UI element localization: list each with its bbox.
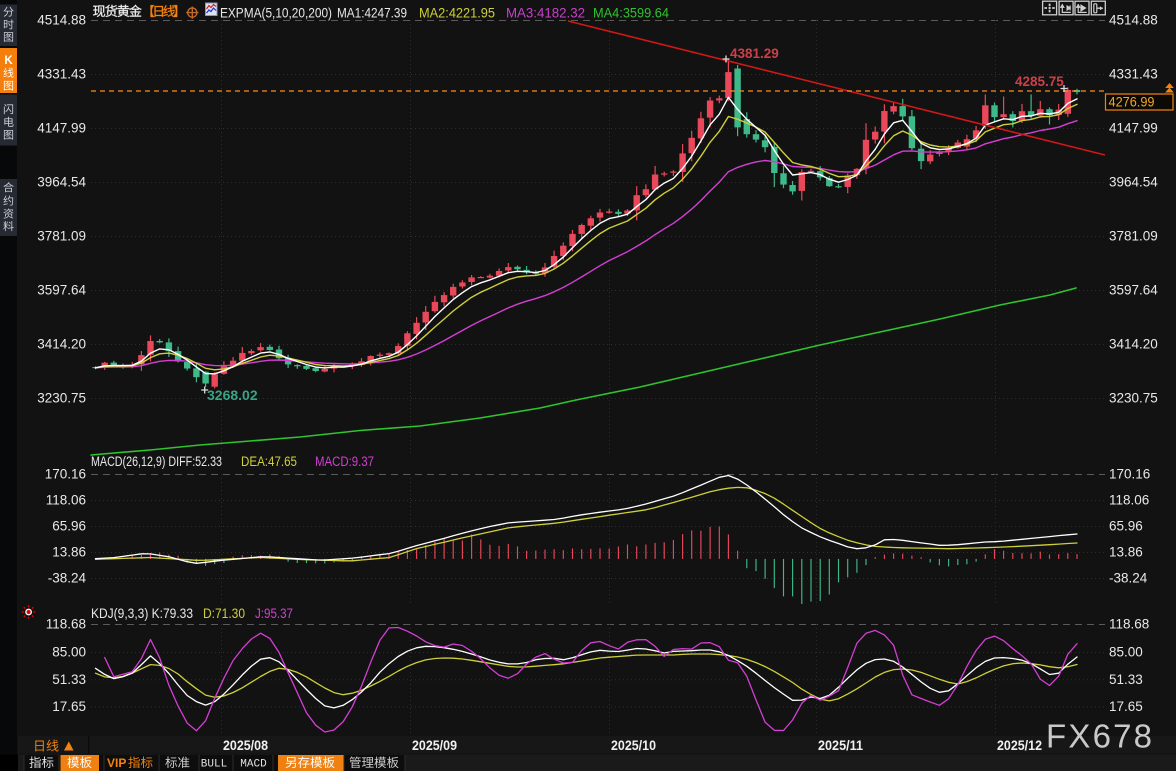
svg-text:KDJ(9,3,3) K:79.33: KDJ(9,3,3) K:79.33 <box>91 606 193 621</box>
svg-text:-38.24: -38.24 <box>48 571 87 586</box>
svg-text:MA4:3599.64: MA4:3599.64 <box>593 4 669 20</box>
svg-text:K: K <box>4 55 13 67</box>
svg-text:3230.75: 3230.75 <box>37 391 86 406</box>
svg-text:13.86: 13.86 <box>52 545 86 560</box>
svg-text:4147.99: 4147.99 <box>1109 121 1158 136</box>
svg-text:4147.99: 4147.99 <box>37 121 86 136</box>
svg-text:4331.43: 4331.43 <box>37 67 86 82</box>
svg-text:4514.88: 4514.88 <box>1109 13 1158 28</box>
svg-text:4381.29: 4381.29 <box>730 46 779 61</box>
svg-text:118.68: 118.68 <box>1109 617 1149 632</box>
svg-text:85.00: 85.00 <box>1109 645 1143 660</box>
svg-text:3964.54: 3964.54 <box>37 175 86 190</box>
svg-text:MACD: MACD <box>240 759 267 771</box>
svg-text:65.96: 65.96 <box>52 519 86 534</box>
svg-text:MA3:4182.32: MA3:4182.32 <box>506 4 585 20</box>
svg-text:BULL: BULL <box>201 759 227 771</box>
svg-text:13.86: 13.86 <box>1109 545 1143 560</box>
svg-text:3597.64: 3597.64 <box>37 283 86 298</box>
svg-text:65.96: 65.96 <box>1109 519 1143 534</box>
svg-text:FX678: FX678 <box>1046 718 1154 755</box>
svg-text:51.33: 51.33 <box>1109 672 1143 687</box>
svg-text:J:95.37: J:95.37 <box>255 606 293 621</box>
svg-text:2025/09: 2025/09 <box>412 738 457 753</box>
svg-text:3268.02: 3268.02 <box>207 387 258 403</box>
svg-text:4285.75: 4285.75 <box>1015 74 1064 89</box>
svg-text:51.33: 51.33 <box>52 672 86 687</box>
svg-text:17.65: 17.65 <box>52 699 86 714</box>
svg-text:2025/11: 2025/11 <box>818 738 863 753</box>
svg-text:2025/08: 2025/08 <box>223 738 268 753</box>
svg-text:3781.09: 3781.09 <box>37 229 86 244</box>
svg-text:MACD:9.37: MACD:9.37 <box>315 454 374 469</box>
svg-text:3597.64: 3597.64 <box>1109 283 1158 298</box>
svg-text:MACD(26,12,9) DIFF:52.33: MACD(26,12,9) DIFF:52.33 <box>91 454 222 469</box>
svg-text:D:71.30: D:71.30 <box>203 606 245 621</box>
svg-text:4276.99: 4276.99 <box>1109 94 1155 110</box>
svg-text:170.16: 170.16 <box>45 467 86 482</box>
svg-text:EXPMA(5,10,20,200): EXPMA(5,10,20,200) <box>220 4 332 20</box>
svg-text:4514.88: 4514.88 <box>37 13 86 28</box>
svg-text:118.06: 118.06 <box>46 493 86 508</box>
svg-text:2025/10: 2025/10 <box>611 738 656 753</box>
svg-text:4331.43: 4331.43 <box>1109 67 1158 82</box>
svg-text:3414.20: 3414.20 <box>37 337 86 352</box>
svg-text:17.65: 17.65 <box>1109 699 1143 714</box>
svg-text:118.68: 118.68 <box>46 617 86 632</box>
svg-text:VIP: VIP <box>107 756 126 770</box>
svg-text:MA1:4247.39: MA1:4247.39 <box>337 4 407 20</box>
svg-text:3964.54: 3964.54 <box>1109 175 1158 190</box>
svg-text:-38.24: -38.24 <box>1109 571 1148 586</box>
svg-text:2025/12: 2025/12 <box>997 738 1042 753</box>
svg-text:MA2:4221.95: MA2:4221.95 <box>419 4 495 20</box>
svg-text:118.06: 118.06 <box>1109 493 1149 508</box>
svg-text:DEA:47.65: DEA:47.65 <box>241 454 297 469</box>
svg-text:85.00: 85.00 <box>52 645 86 660</box>
svg-text:170.16: 170.16 <box>1109 467 1150 482</box>
svg-text:3414.20: 3414.20 <box>1109 337 1158 352</box>
svg-text:3230.75: 3230.75 <box>1109 391 1158 406</box>
svg-text:3781.09: 3781.09 <box>1109 229 1158 244</box>
